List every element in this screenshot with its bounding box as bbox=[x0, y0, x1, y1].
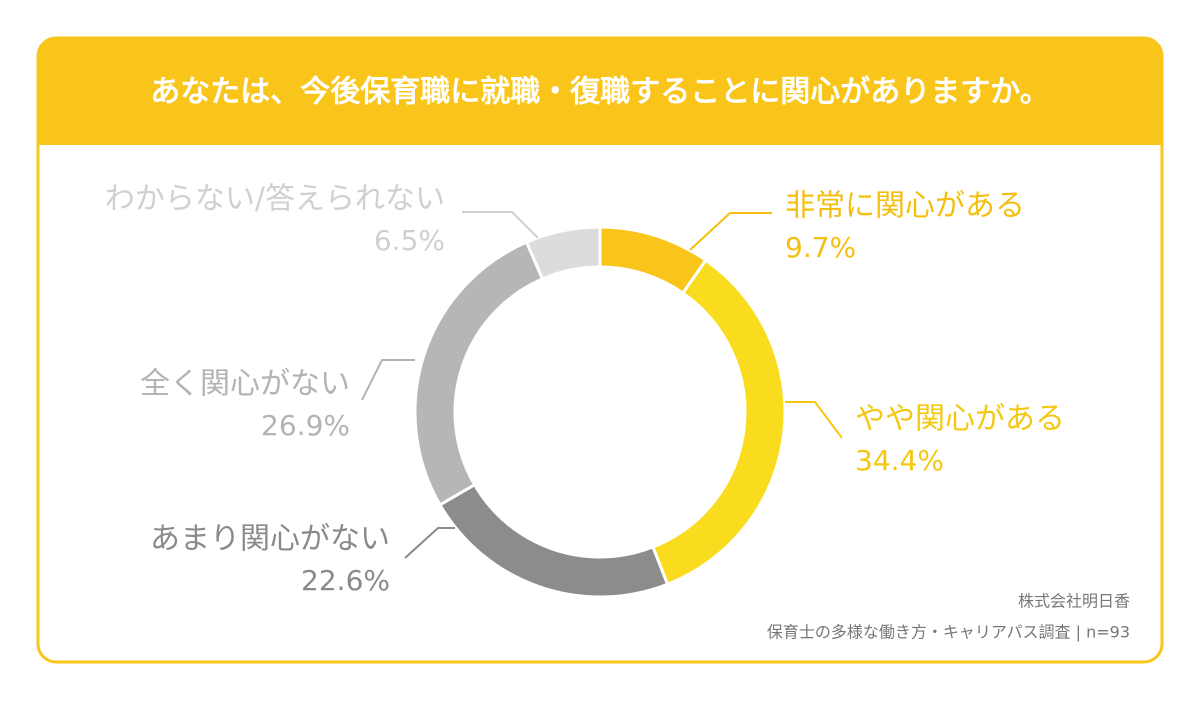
value-label: 26.9% bbox=[261, 409, 350, 442]
leader-line bbox=[404, 527, 455, 559]
value-label: 22.6% bbox=[301, 564, 390, 597]
leader-line bbox=[689, 212, 772, 251]
value-label: 9.7% bbox=[785, 231, 856, 264]
header bbox=[38, 38, 1162, 145]
leader-line bbox=[361, 359, 415, 401]
value-label: 6.5% bbox=[374, 224, 445, 257]
slice bbox=[524, 225, 602, 281]
leader-line bbox=[785, 401, 843, 439]
source: 株式会社明日香 bbox=[1018, 592, 1130, 611]
chart-title: あなたは、今後保育職に就職・復職することに関心がありますか。 bbox=[150, 75, 1049, 110]
slice-label: やや関心がある bbox=[855, 402, 1065, 437]
slice-label: 非常に関心がある bbox=[785, 189, 1025, 224]
source: 保育士の多様な働き方・キャリアパス調査 | n=93 bbox=[767, 623, 1130, 642]
value-label: 34.4% bbox=[855, 444, 944, 477]
slice-label: あまり関心がない bbox=[150, 522, 390, 557]
leader-line bbox=[462, 211, 539, 239]
slice-label: 全く関心がない bbox=[140, 367, 350, 402]
slice-label: わからない/答えられない bbox=[105, 182, 445, 217]
